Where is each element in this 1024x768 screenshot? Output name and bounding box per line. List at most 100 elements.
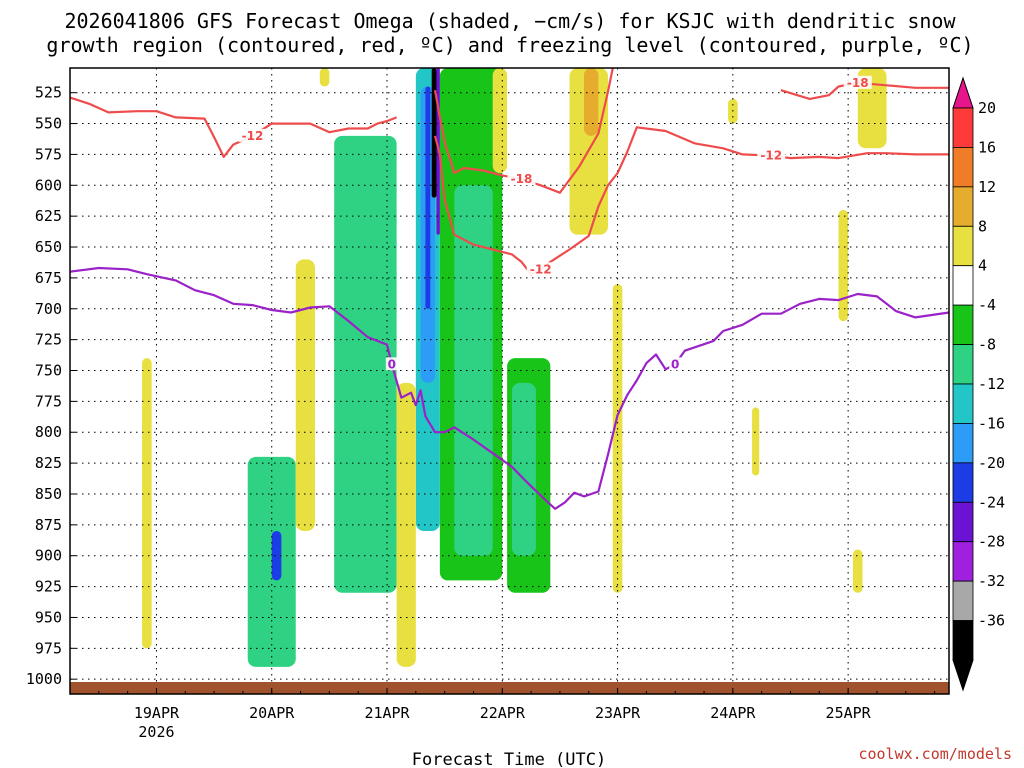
y-tick-label: 825 bbox=[35, 454, 62, 472]
contour-label: 0 bbox=[671, 357, 679, 371]
y-tick-label: 875 bbox=[35, 516, 62, 534]
colorbar-segment bbox=[952, 186, 974, 227]
y-tick-label: 975 bbox=[35, 639, 62, 657]
colorbar-segment bbox=[952, 462, 974, 503]
colorbar-segment bbox=[952, 304, 974, 345]
y-tick-label: 525 bbox=[35, 84, 62, 102]
y-tick-label: 775 bbox=[35, 392, 62, 410]
colorbar-label: -32 bbox=[978, 572, 1005, 590]
omega-yellow-a bbox=[142, 358, 152, 649]
contour-label-bg bbox=[385, 357, 398, 371]
ground-surface bbox=[70, 682, 949, 694]
omega-orange-e bbox=[583, 68, 599, 136]
colorbar-segment bbox=[952, 501, 974, 543]
colorbar-segment bbox=[952, 147, 974, 188]
contour-label: -18 bbox=[847, 76, 869, 90]
colorbar-segment bbox=[952, 265, 974, 306]
x-tick-label: 19APR bbox=[134, 704, 180, 722]
contour-label-bg bbox=[757, 148, 786, 162]
colorbar-label: -20 bbox=[978, 454, 1005, 472]
colorbar-segment bbox=[952, 541, 974, 582]
contour-line bbox=[69, 266, 950, 510]
colorbar-segment bbox=[952, 423, 974, 464]
colorbar-label: -28 bbox=[978, 533, 1005, 551]
y-tick-label: 600 bbox=[35, 176, 62, 194]
omega-navy-strip bbox=[425, 86, 431, 309]
x-axis-label: Forecast Time (UTC) bbox=[412, 750, 606, 768]
colorbar-segment bbox=[952, 107, 974, 148]
omega-yellow-l bbox=[319, 68, 330, 87]
colorbar-bottom-arrow bbox=[952, 659, 974, 692]
grid-lines bbox=[70, 68, 949, 694]
chart-title-line-2: growth region (contoured, red, ºC) and f… bbox=[46, 33, 973, 57]
omega-yellow-b bbox=[295, 259, 315, 532]
y-tick-label: 675 bbox=[35, 269, 62, 287]
y-tick-label: 750 bbox=[35, 362, 62, 380]
contour-label-bg bbox=[843, 75, 872, 89]
omega-yellow-f bbox=[612, 284, 623, 593]
omega-green-core bbox=[334, 135, 397, 593]
x-tick-label: 25APR bbox=[826, 704, 872, 722]
contour-label-bg bbox=[507, 172, 536, 186]
y-tick-label: 850 bbox=[35, 485, 62, 503]
omega-yellow-g bbox=[838, 209, 849, 322]
contour-label: -12 bbox=[242, 129, 264, 143]
omega-yellow-d bbox=[492, 68, 508, 173]
contour-label-bg bbox=[526, 262, 555, 276]
y-axis: 525 550 575 600 625 650 675 700 725 750 775 800 825 8… bbox=[26, 84, 76, 688]
y-tick-label: 950 bbox=[35, 608, 62, 626]
colorbar-label: -4 bbox=[978, 296, 996, 314]
x-tick-sublabel: 2026 bbox=[138, 723, 174, 741]
contour-label: 0 bbox=[388, 357, 396, 371]
y-tick-label: 1000 bbox=[26, 670, 62, 688]
y-tick-label: 800 bbox=[35, 423, 62, 441]
contour-label: -12 bbox=[530, 262, 552, 276]
colorbar-segment bbox=[952, 620, 974, 661]
x-tick-label: 21APR bbox=[364, 704, 410, 722]
contour-label-bg bbox=[238, 128, 267, 142]
plot-area: 0 0 -12 -18 -12 -12 -18 bbox=[69, 67, 950, 695]
colorbar-label: 4 bbox=[978, 257, 987, 275]
contour-label: -18 bbox=[511, 172, 533, 186]
colorbar: 20 16 12 8 4 -4 -8 -12 -16 -20 -24 -28 -32 -36 bbox=[952, 76, 1005, 692]
colorbar-label: 8 bbox=[978, 217, 987, 235]
y-tick-label: 550 bbox=[35, 115, 62, 133]
site-credit: coolwx.com/models bbox=[858, 745, 1012, 763]
x-tick-label: 22APR bbox=[480, 704, 526, 722]
colorbar-top-arrow bbox=[952, 76, 974, 109]
colorbar-label: 20 bbox=[978, 99, 996, 117]
x-tick-label: 23APR bbox=[595, 704, 641, 722]
omega-orange-low bbox=[271, 531, 282, 581]
y-tick-label: 725 bbox=[35, 331, 62, 349]
colorbar-label: 12 bbox=[978, 178, 996, 196]
contour-line bbox=[433, 126, 949, 276]
omega-yellow-j bbox=[752, 407, 760, 476]
colorbar-label: -36 bbox=[978, 612, 1005, 630]
temperature-contours: 0 0 -12 -18 -12 -12 -18 bbox=[69, 67, 950, 510]
colorbar-segment bbox=[952, 383, 974, 424]
y-tick-label: 900 bbox=[35, 547, 62, 565]
y-tick-label: 650 bbox=[35, 238, 62, 256]
colorbar-segment bbox=[952, 580, 974, 621]
omega-yellow-k bbox=[852, 549, 863, 593]
colorbar-segment bbox=[952, 225, 974, 267]
colorbar-segment bbox=[952, 344, 974, 385]
colorbar-label: -24 bbox=[978, 493, 1005, 511]
colorbar-label: -8 bbox=[978, 336, 996, 354]
colorbar-label: 16 bbox=[978, 138, 996, 156]
x-tick-label: 20APR bbox=[249, 704, 295, 722]
contour-label: -12 bbox=[760, 149, 782, 163]
y-tick-label: 925 bbox=[35, 578, 62, 596]
y-tick-label: 625 bbox=[35, 207, 62, 225]
omega-teal-east bbox=[511, 382, 536, 556]
plot-frame bbox=[69, 67, 950, 695]
y-tick-label: 575 bbox=[35, 145, 62, 163]
colorbar-label: -12 bbox=[978, 375, 1005, 393]
y-tick-label: 700 bbox=[35, 300, 62, 318]
contour-label-bg bbox=[669, 357, 682, 371]
omega-black-strip bbox=[431, 68, 437, 198]
x-tick-label: 24APR bbox=[710, 704, 756, 722]
chart-title-line-1: 2026041806 GFS Forecast Omega (shaded, −… bbox=[64, 9, 956, 33]
